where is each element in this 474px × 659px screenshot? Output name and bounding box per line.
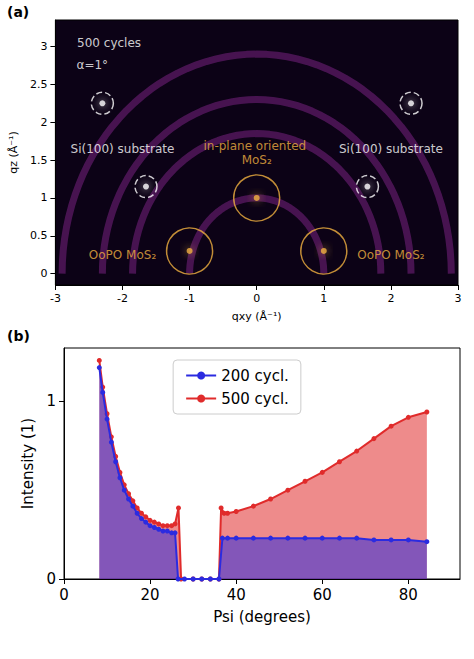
svg-text:OoPO MoS₂: OoPO MoS₂ (357, 248, 425, 262)
svg-text:1: 1 (320, 292, 327, 305)
svg-text:0.5: 0.5 (30, 229, 48, 242)
svg-text:3: 3 (455, 292, 462, 305)
svg-text:0: 0 (40, 267, 47, 280)
svg-text:0: 0 (253, 292, 260, 305)
svg-text:Si(100) substrate: Si(100) substrate (71, 142, 175, 156)
svg-text:20: 20 (141, 586, 160, 604)
svg-text:1: 1 (40, 191, 47, 204)
svg-text:Psi (degrees): Psi (degrees) (213, 608, 311, 626)
svg-text:200 cycl.: 200 cycl. (221, 367, 289, 385)
svg-text:0: 0 (59, 586, 69, 604)
svg-text:500 cycles: 500 cycles (77, 36, 141, 50)
svg-text:60: 60 (313, 586, 332, 604)
svg-text:-1: -1 (184, 292, 195, 305)
svg-text:2: 2 (387, 292, 394, 305)
svg-text:40: 40 (227, 586, 246, 604)
svg-text:qxy (Å⁻¹): qxy (Å⁻¹) (232, 310, 282, 323)
svg-text:-3: -3 (50, 292, 61, 305)
svg-text:-2: -2 (117, 292, 128, 305)
svg-text:Intensity (1): Intensity (1) (19, 418, 37, 509)
svg-text:Si(100) substrate: Si(100) substrate (339, 142, 443, 156)
svg-text:(a): (a) (7, 4, 29, 20)
svg-text:80: 80 (399, 586, 418, 604)
svg-text:3: 3 (40, 40, 47, 53)
svg-text:(b): (b) (7, 328, 30, 344)
svg-text:500 cycl.: 500 cycl. (221, 390, 289, 408)
svg-text:1.5: 1.5 (30, 154, 48, 167)
svg-text:1: 1 (46, 392, 56, 410)
svg-text:0: 0 (46, 570, 56, 588)
svg-text:in-plane oriented: in-plane oriented (203, 139, 310, 153)
svg-text:2: 2 (40, 116, 47, 129)
svg-text:MoS₂: MoS₂ (242, 153, 272, 167)
svg-text:α=1°: α=1° (76, 58, 108, 72)
svg-text:OoPO MoS₂: OoPO MoS₂ (89, 248, 157, 262)
svg-text:2.5: 2.5 (30, 78, 48, 91)
svg-text:qz (Å⁻¹): qz (Å⁻¹) (7, 131, 20, 174)
